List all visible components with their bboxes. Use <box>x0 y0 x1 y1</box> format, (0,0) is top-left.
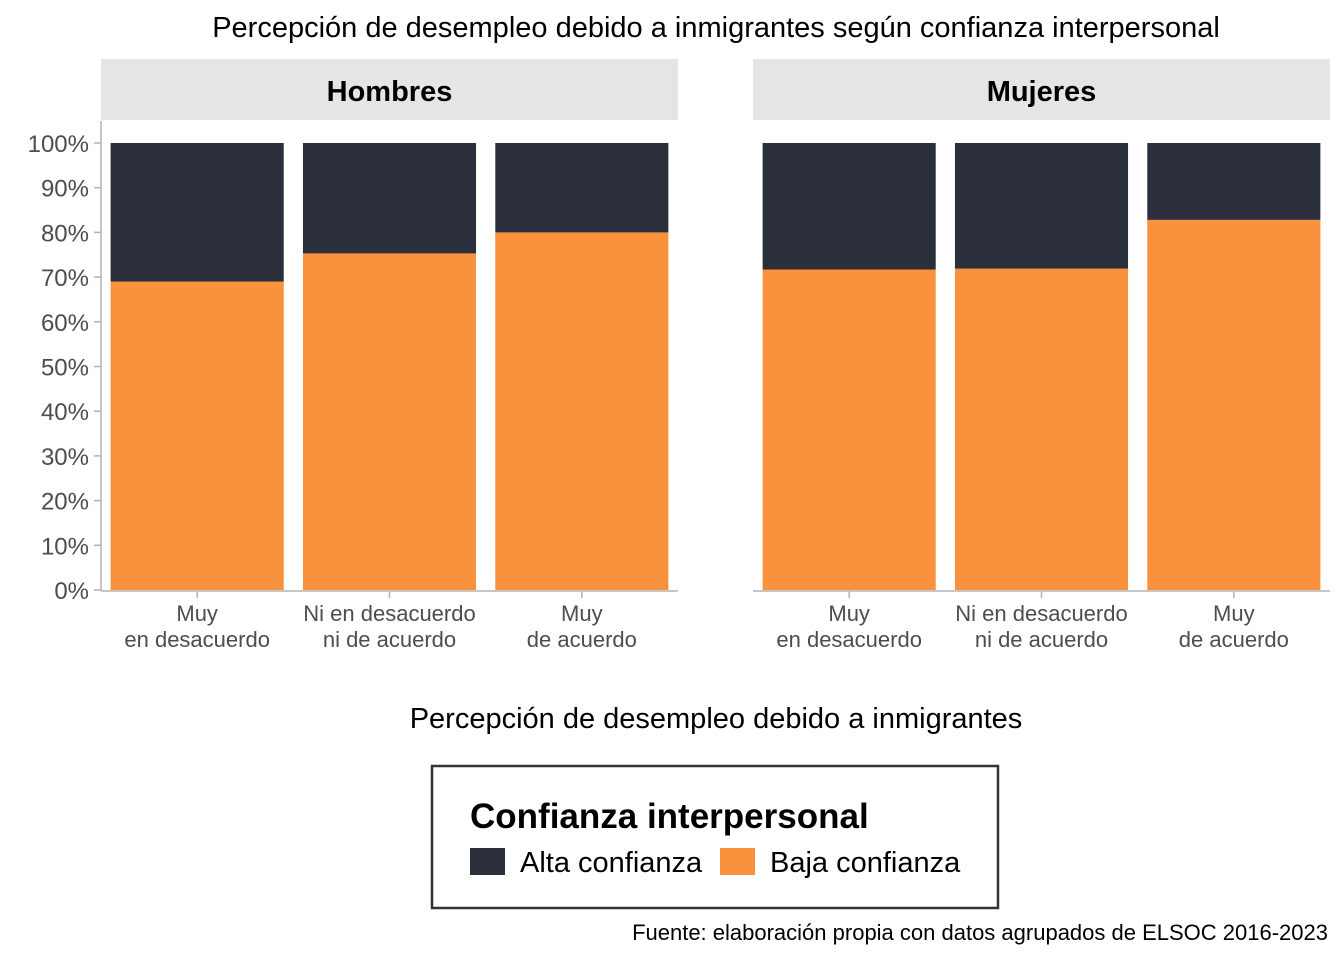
bar-hombres-alta-confianza-1 <box>110 143 284 282</box>
legend-key-alta-confianza <box>470 848 505 875</box>
bar-mujeres-baja-confianza-3 <box>1147 219 1321 590</box>
facet-strip-label: Mujeres <box>987 76 1097 108</box>
y-axis: 0% 10% 20% 30% 40% 50% 60% 70% 80% 90% 100% <box>28 121 102 605</box>
x-tick-label: Muy de acuerdo <box>527 601 637 652</box>
legend: Confianza interpersonal Alta confianza B… <box>430 764 1000 910</box>
legend-key-baja-confianza <box>720 848 755 875</box>
bar-hombres-baja-confianza-1 <box>110 281 284 590</box>
chart-title: Percepción de desempleo debido a inmigra… <box>212 12 1220 44</box>
legend-label-alta-confianza: Alta confianza <box>520 847 703 879</box>
x-axis-label: Percepción de desempleo debido a inmigra… <box>410 703 1023 735</box>
y-tick-label: 30% <box>41 444 89 471</box>
bar-mujeres-alta-confianza-2 <box>954 143 1129 269</box>
legend-box <box>430 764 1000 910</box>
bar-mujeres-alta-confianza-3 <box>1147 143 1321 220</box>
bar-mujeres-baja-confianza-1 <box>762 269 936 590</box>
y-tick-label: 20% <box>41 489 89 516</box>
bar-hombres-alta-confianza-3 <box>495 143 669 233</box>
y-tick-label: 80% <box>41 220 89 247</box>
bar-mujeres-baja-confianza-2 <box>954 268 1129 590</box>
bar-hombres-baja-confianza-3 <box>495 232 669 590</box>
y-tick-label: 60% <box>41 310 89 337</box>
x-tick-label: Muy en desacuerdo <box>124 601 270 652</box>
facet-strip <box>753 59 1330 120</box>
y-tick-label: 40% <box>41 399 89 426</box>
x-tick-label: Muy en desacuerdo <box>776 601 922 652</box>
bar-mujeres-alta-confianza-1 <box>762 143 936 270</box>
y-tick-label: 90% <box>41 176 89 203</box>
legend-label-baja-confianza: Baja confianza <box>770 847 961 879</box>
x-tick-label: Muy de acuerdo <box>1179 601 1289 652</box>
facet-mujeres: Mujeres Muy en desacuerdo Ni en desacuerdo n… <box>753 59 1330 652</box>
facet-panels: Hombres Muy en desacuerdo Ni en desacuerdo n… <box>101 59 1330 652</box>
x-tick-label: Ni en desacuerdo ni de acuerdo <box>955 601 1127 652</box>
y-tick-label: 10% <box>41 533 89 560</box>
facet-strip <box>101 59 678 120</box>
y-tick-label: 0% <box>54 578 89 605</box>
facet-strip-label: Hombres <box>327 76 453 108</box>
y-tick-label: 70% <box>41 265 89 292</box>
bar-hombres-baja-confianza-2 <box>302 253 477 590</box>
facet-hombres: Hombres Muy en desacuerdo Ni en desacuerdo n… <box>101 59 678 652</box>
caption: Fuente: elaboración propia con datos agr… <box>632 920 1328 945</box>
y-tick-label: 100% <box>28 131 89 158</box>
x-tick-label: Ni en desacuerdo ni de acuerdo <box>303 601 475 652</box>
bar-hombres-alta-confianza-2 <box>302 143 477 254</box>
legend-title: Confianza interpersonal <box>470 797 869 836</box>
y-tick-label: 50% <box>41 355 89 382</box>
